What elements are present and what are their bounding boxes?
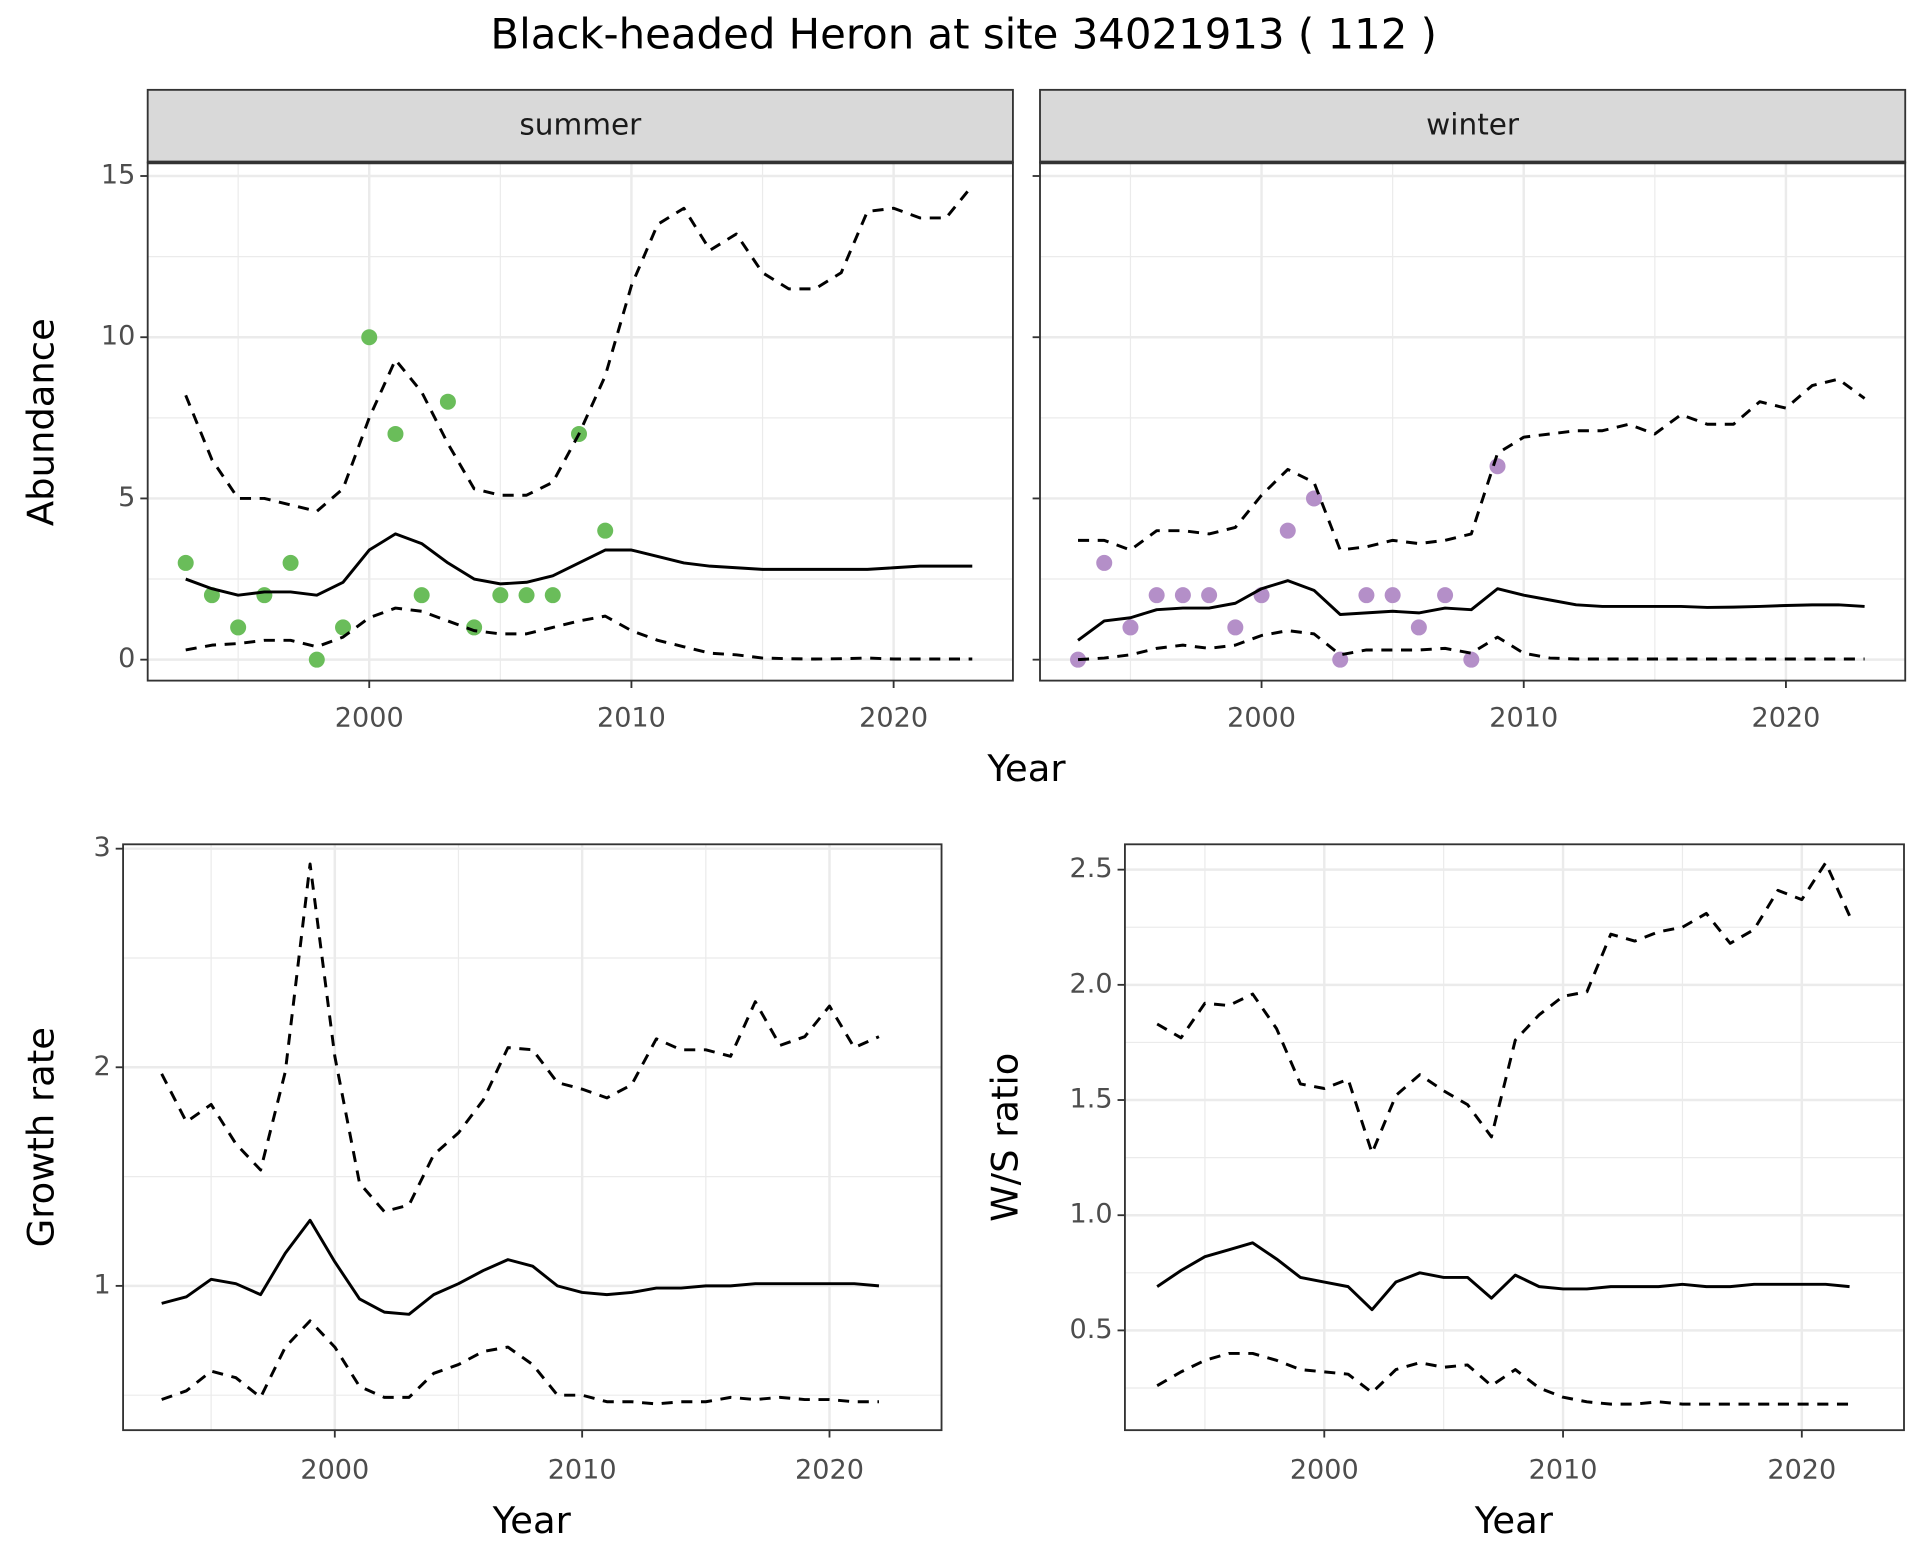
data-point <box>1227 619 1244 636</box>
data-point <box>256 587 273 604</box>
x-tick-label: 2010 <box>1489 702 1558 733</box>
data-point <box>1201 587 1218 604</box>
data-point <box>413 587 430 604</box>
data-point <box>1332 651 1349 668</box>
x-tick-label: 2020 <box>1751 702 1820 733</box>
facet-strip <box>1039 88 1907 164</box>
panel-content <box>1124 844 1904 1431</box>
mean-line <box>1077 579 1865 642</box>
figure-title: Black-headed Heron at site 34021913 ( 11… <box>490 9 1437 58</box>
x-tick-label: 2010 <box>1529 1454 1598 1485</box>
facet-label: summer <box>519 108 642 142</box>
data-point <box>1489 458 1506 475</box>
panel-border <box>1124 843 1905 1432</box>
data-point <box>1070 651 1087 668</box>
y-tick-label: 2.0 <box>1070 968 1113 999</box>
y-tick-label: 5 <box>118 482 135 513</box>
facet-strip <box>146 88 1014 164</box>
panel-background <box>1124 844 1904 1431</box>
data-point <box>177 554 194 571</box>
data-point <box>282 554 299 571</box>
panel-background <box>1040 162 1906 681</box>
data-point <box>230 619 247 636</box>
data-point <box>466 619 483 636</box>
interval-line <box>160 862 880 1214</box>
x-axis-label: Year <box>492 1499 572 1542</box>
mean-line <box>1156 1241 1850 1312</box>
data-point <box>1463 651 1480 668</box>
data-point <box>1279 522 1296 539</box>
mean-line <box>185 532 973 597</box>
x-axis-label: Year <box>1474 1499 1554 1542</box>
panel-content <box>1040 162 1906 681</box>
x-axis-label: Year <box>986 747 1066 790</box>
data-point <box>439 393 456 410</box>
interval-line <box>1078 377 1866 552</box>
y-tick-label: 10 <box>101 321 135 352</box>
data-point <box>1437 587 1454 604</box>
y-tick-label: 2.5 <box>1070 853 1113 884</box>
x-tick-label: 2020 <box>859 702 928 733</box>
x-tick-label: 2010 <box>597 702 666 733</box>
panel-content <box>147 162 1013 681</box>
data-point <box>597 522 614 539</box>
data-point <box>335 619 352 636</box>
y-tick-label: 1.5 <box>1070 1084 1113 1115</box>
interval-line <box>161 1319 879 1406</box>
x-tick-label: 2020 <box>795 1454 864 1485</box>
panel-border <box>122 843 943 1432</box>
x-tick-label: 2000 <box>335 702 404 733</box>
data-point <box>518 587 535 604</box>
y-axis-label: W/S ratio <box>983 1053 1026 1222</box>
interval-line <box>1077 629 1865 662</box>
data-point <box>1410 619 1427 636</box>
data-point <box>308 651 325 668</box>
y-tick-label: 1 <box>94 1269 111 1300</box>
data-point <box>492 587 509 604</box>
data-point <box>1174 587 1191 604</box>
panel-content <box>123 844 942 1431</box>
interval-line <box>185 606 973 661</box>
y-tick-label: 3 <box>94 832 111 863</box>
interval-line <box>184 184 974 513</box>
interval-line <box>1156 1351 1850 1406</box>
y-tick-label: 0.5 <box>1070 1314 1113 1345</box>
mean-line <box>161 1218 880 1316</box>
facet-label: winter <box>1426 108 1520 142</box>
y-tick-label: 2 <box>94 1051 111 1082</box>
y-axis-label: Growth rate <box>20 1027 63 1247</box>
x-tick-label: 2000 <box>1227 702 1296 733</box>
data-point <box>1148 587 1165 604</box>
data-point <box>361 329 378 346</box>
y-tick-label: 1.0 <box>1070 1199 1113 1230</box>
data-point <box>1358 587 1375 604</box>
data-point <box>1384 587 1401 604</box>
data-point <box>1096 554 1113 571</box>
y-axis-label: Abundance <box>20 318 63 526</box>
y-tick-label: 15 <box>101 160 135 191</box>
x-tick-label: 2000 <box>1290 1454 1359 1485</box>
data-point <box>387 425 404 442</box>
y-tick-label: 0 <box>118 643 135 674</box>
x-tick-label: 2020 <box>1767 1454 1836 1485</box>
panel-background <box>147 162 1013 681</box>
panel-background <box>123 844 942 1431</box>
data-point <box>1122 619 1139 636</box>
data-point <box>544 587 561 604</box>
x-tick-label: 2010 <box>548 1454 617 1485</box>
x-tick-label: 2000 <box>300 1454 369 1485</box>
